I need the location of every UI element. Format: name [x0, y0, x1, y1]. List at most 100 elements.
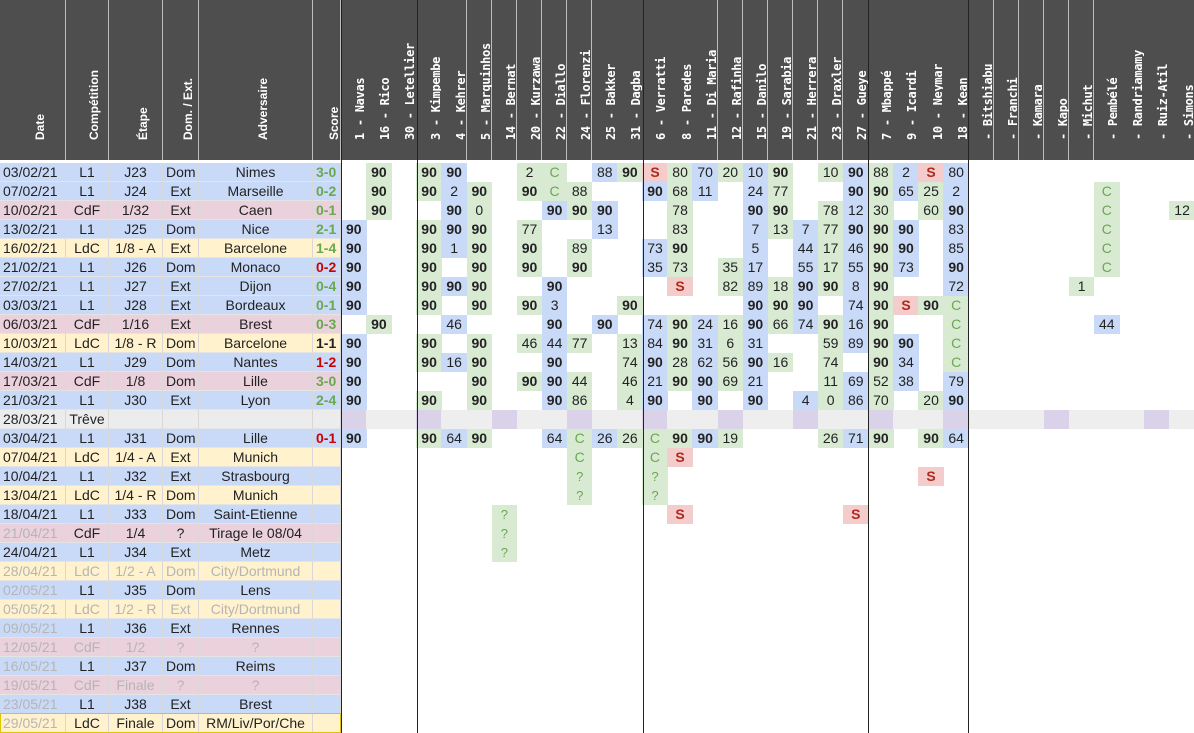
cell-venue[interactable]: Dom — [163, 334, 199, 353]
cell-player-value[interactable] — [1144, 524, 1170, 543]
cell-date[interactable]: 13/02/21 — [0, 220, 66, 239]
cell-player-value[interactable]: 90 — [617, 163, 643, 182]
cell-player-value[interactable]: 90 — [416, 429, 442, 448]
cell-player-value[interactable] — [893, 600, 919, 619]
cell-player-value[interactable] — [366, 657, 392, 676]
cell-player-value[interactable] — [592, 619, 618, 638]
cell-player-value[interactable]: C — [1094, 239, 1120, 258]
cell-player-value[interactable] — [1069, 201, 1095, 220]
cell-player-value[interactable] — [843, 467, 869, 486]
cell-player-value[interactable] — [366, 600, 392, 619]
cell-player-value[interactable] — [793, 353, 819, 372]
cell-player-value[interactable] — [416, 505, 442, 524]
cell-player-value[interactable]: 0 — [817, 391, 844, 410]
header-player[interactable]: 22 - Diallo — [541, 0, 568, 160]
cell-venue[interactable]: Dom — [163, 372, 199, 391]
cell-player-value[interactable] — [743, 448, 769, 467]
cell-score[interactable]: 0-3 — [313, 315, 341, 334]
cell-player-value[interactable] — [1044, 638, 1070, 657]
cell-player-value[interactable] — [617, 524, 643, 543]
cell-player-value[interactable] — [918, 334, 944, 353]
cell-player-value[interactable] — [843, 410, 869, 429]
cell-player-value[interactable]: 90 — [767, 163, 794, 182]
cell-venue[interactable]: ? — [163, 676, 199, 695]
cell-player-value[interactable] — [969, 239, 995, 258]
cell-player-value[interactable] — [1044, 657, 1070, 676]
cell-venue[interactable]: Ext — [163, 182, 199, 201]
cell-player-value[interactable] — [416, 467, 442, 486]
cell-player-value[interactable]: 2 — [441, 182, 467, 201]
cell-comp[interactable]: L1 — [66, 467, 109, 486]
cell-player-value[interactable] — [1119, 600, 1145, 619]
cell-player-value[interactable] — [1069, 353, 1095, 372]
cell-player-value[interactable] — [441, 296, 467, 315]
cell-player-value[interactable] — [366, 562, 392, 581]
cell-player-value[interactable] — [1019, 334, 1045, 353]
cell-player-value[interactable]: 77 — [566, 334, 593, 353]
cell-player-value[interactable] — [441, 638, 467, 657]
cell-player-value[interactable] — [968, 410, 995, 429]
cell-player-value[interactable]: 90 — [466, 429, 493, 448]
cell-player-value[interactable] — [416, 562, 442, 581]
cell-player-value[interactable]: 90 — [416, 258, 442, 277]
cell-opponent[interactable]: Nimes — [199, 163, 313, 182]
cell-player-value[interactable] — [1019, 258, 1045, 277]
cell-player-value[interactable] — [391, 676, 417, 695]
cell-player-value[interactable] — [768, 638, 794, 657]
cell-player-value[interactable] — [1119, 277, 1145, 296]
cell-player-value[interactable] — [893, 277, 919, 296]
cell-player-value[interactable]: 90 — [541, 353, 568, 372]
cell-comp[interactable]: L1 — [66, 258, 109, 277]
cell-player-value[interactable] — [1119, 676, 1145, 695]
cell-player-value[interactable] — [441, 657, 467, 676]
cell-player-value[interactable]: 74 — [642, 315, 668, 334]
cell-player-value[interactable] — [492, 619, 518, 638]
cell-player-value[interactable]: 90 — [742, 391, 769, 410]
cell-player-value[interactable] — [617, 543, 643, 562]
cell-player-value[interactable] — [617, 201, 643, 220]
cell-player-value[interactable] — [1144, 714, 1170, 733]
cell-player-value[interactable] — [1019, 676, 1045, 695]
cell-player-value[interactable] — [542, 581, 568, 600]
cell-venue[interactable]: ? — [163, 524, 199, 543]
cell-player-value[interactable]: 90 — [868, 353, 894, 372]
cell-player-value[interactable] — [843, 581, 869, 600]
cell-player-value[interactable] — [517, 581, 543, 600]
cell-player-value[interactable] — [667, 524, 693, 543]
cell-player-value[interactable] — [1144, 353, 1170, 372]
cell-player-value[interactable] — [592, 410, 618, 429]
cell-venue[interactable]: Dom — [163, 581, 199, 600]
cell-player-value[interactable] — [1044, 562, 1070, 581]
cell-comp[interactable]: L1 — [66, 277, 109, 296]
cell-player-value[interactable] — [1144, 600, 1170, 619]
cell-player-value[interactable] — [1044, 391, 1070, 410]
cell-player-value[interactable] — [391, 429, 417, 448]
cell-date[interactable]: 23/05/21 — [0, 695, 66, 714]
cell-opponent[interactable]: Dijon — [199, 277, 313, 296]
cell-player-value[interactable] — [743, 562, 769, 581]
cell-player-value[interactable]: 90 — [667, 372, 693, 391]
cell-player-value[interactable] — [1144, 201, 1170, 220]
cell-player-value[interactable]: 90 — [742, 315, 769, 334]
cell-player-value[interactable] — [1044, 353, 1070, 372]
cell-player-value[interactable] — [1069, 676, 1095, 695]
cell-player-value[interactable] — [1144, 391, 1170, 410]
cell-player-value[interactable] — [1144, 657, 1170, 676]
cell-player-value[interactable]: 90 — [893, 239, 919, 258]
cell-player-value[interactable] — [692, 467, 718, 486]
cell-player-value[interactable] — [592, 695, 618, 714]
cell-player-value[interactable] — [492, 467, 518, 486]
cell-player-value[interactable] — [1169, 391, 1194, 410]
cell-date[interactable]: 29/05/21 — [0, 714, 66, 733]
cell-comp[interactable]: LdC — [66, 448, 109, 467]
cell-player-value[interactable] — [492, 334, 518, 353]
cell-player-value[interactable] — [1119, 258, 1145, 277]
cell-player-value[interactable] — [391, 372, 417, 391]
cell-player-value[interactable] — [692, 258, 718, 277]
cell-venue[interactable]: Ext — [163, 467, 199, 486]
cell-player-value[interactable] — [969, 391, 995, 410]
cell-player-value[interactable]: C — [1094, 258, 1120, 277]
cell-player-value[interactable] — [1019, 182, 1045, 201]
cell-venue[interactable]: Dom — [163, 163, 199, 182]
cell-player-value[interactable]: 90 — [366, 315, 392, 334]
